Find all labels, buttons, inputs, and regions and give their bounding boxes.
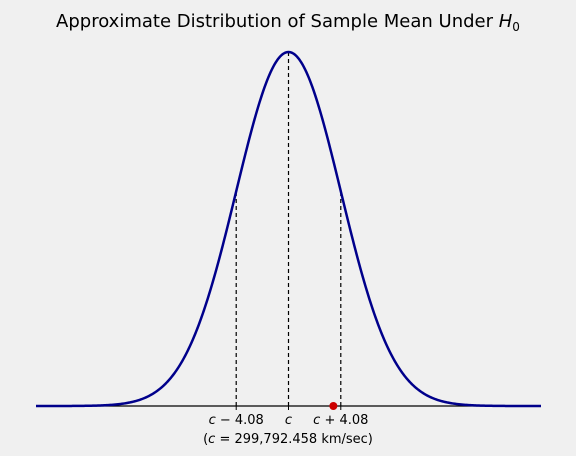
x-axis-label: (c = 299,792.458 km/sec) <box>203 432 373 447</box>
plot-area: c − 4.08 c c + 4.08 <box>36 50 541 428</box>
observed-point <box>329 402 338 410</box>
x-tick-label-2: c + 4.08 <box>313 413 368 428</box>
x-tick-label-1: c <box>285 413 292 428</box>
density-curve <box>36 50 541 408</box>
chart-title: Approximate Distribution of Sample Mean … <box>56 11 520 34</box>
x-tick-label-0: c − 4.08 <box>209 413 264 428</box>
